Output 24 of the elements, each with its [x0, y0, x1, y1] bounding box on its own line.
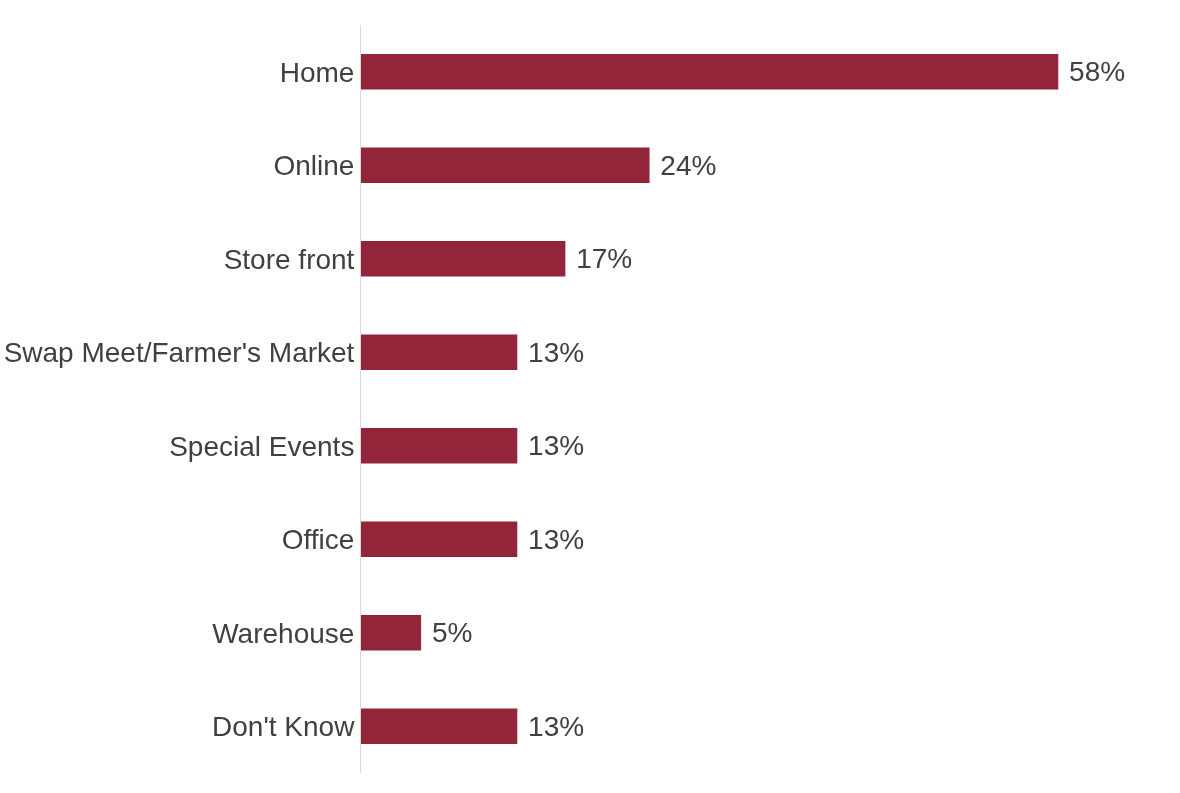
bar [361, 708, 518, 745]
data-label: 5% [424, 617, 473, 649]
y-tick-label: Online [273, 150, 355, 182]
y-tick-label: Special Events [169, 430, 355, 462]
data-label: 17% [568, 243, 633, 275]
y-tick-label: Swap Meet/Farmer's Market [3, 337, 355, 369]
bar [361, 53, 1059, 90]
bar [361, 521, 518, 558]
bar [361, 334, 518, 371]
data-label: 13% [520, 710, 585, 742]
data-label: 24% [652, 149, 717, 181]
data-label: 58% [1061, 56, 1126, 88]
y-tick-label: Store front [223, 243, 355, 275]
bar [361, 147, 650, 184]
y-tick-label: Office [281, 524, 355, 556]
bar [361, 240, 566, 277]
data-label: 13% [520, 523, 585, 555]
data-label: 13% [520, 430, 585, 462]
y-tick-label: Warehouse [212, 617, 355, 649]
bar [361, 427, 518, 464]
y-tick-label: Home [279, 56, 355, 88]
bar [361, 614, 422, 651]
data-label: 13% [520, 336, 585, 368]
y-tick-label: Don't Know [212, 711, 356, 743]
